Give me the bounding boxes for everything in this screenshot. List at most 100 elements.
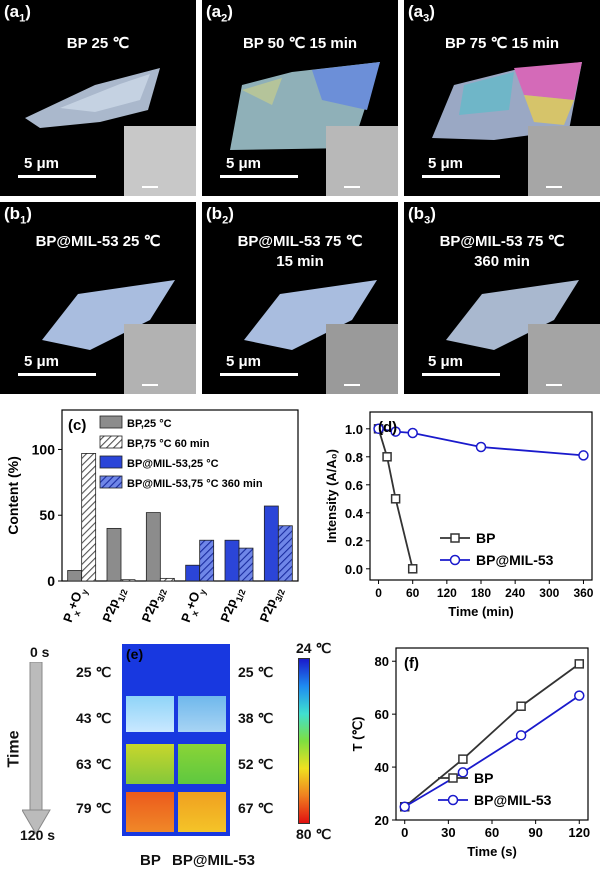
data-point — [574, 659, 585, 669]
category-label: P2p3/2 — [257, 585, 287, 626]
legend-swatch — [99, 475, 123, 489]
legend-swatch — [99, 435, 123, 449]
mil-temp-2: 38 ℃ — [238, 710, 274, 726]
y-tick-label: 60 — [375, 707, 389, 722]
y-axis-label: Intensity (A/A₀) — [324, 449, 339, 543]
series-line — [377, 428, 414, 570]
bar — [106, 527, 122, 582]
x-axis-label: Time (s) — [467, 844, 517, 859]
data-point — [475, 441, 487, 453]
mil-temp-1: 25 ℃ — [238, 664, 274, 680]
y-tick-label: 0 — [47, 573, 55, 589]
data-point — [578, 450, 589, 461]
chart-d: 0 60 120 180 240 300 360 0.0 0.2 0.4 0.6 0.8 1.0 Time… — [324, 411, 594, 619]
panel-b1: (b1) BP@MIL-53 25 ℃ 5 μm — [0, 202, 196, 394]
panel-label: (d) — [378, 419, 397, 436]
scale-label: 5 μm — [428, 155, 464, 172]
panel-e: 0 s Time 120 s (e) 25 ℃ 43 ℃ 63 ℃ 79 ℃ 2… — [0, 640, 340, 879]
scale-bar — [18, 175, 96, 178]
scale-bar — [422, 175, 500, 178]
data-point — [407, 564, 418, 574]
color-scale-bar — [298, 658, 310, 824]
thermal-image — [122, 644, 230, 836]
tem-inset — [124, 324, 196, 394]
scale-bar — [220, 175, 298, 178]
sample-mil-4 — [178, 792, 226, 832]
y-axis-label: T (℃) — [350, 717, 365, 752]
bp-temp-1: 25 ℃ — [76, 664, 112, 680]
x-tick-label: 60 — [406, 586, 420, 600]
legend-label: BP,75 °C 60 min — [127, 438, 210, 450]
bar — [199, 539, 215, 582]
xlabel-mil: BP@MIL-53 — [172, 852, 255, 869]
chart-f: 0 30 60 90 120 20 40 60 80 Time (s) T (℃) (f) BP BP@M… — [350, 647, 590, 859]
xlabel-bp: BP — [140, 852, 161, 869]
data-point — [390, 494, 401, 504]
panel-label: (c) — [68, 417, 86, 434]
bp-temp-4: 79 ℃ — [76, 800, 112, 816]
legend-label: BP@MIL-53,75 °C 360 min — [127, 478, 263, 490]
data-point — [457, 767, 469, 778]
panel-title: BP@MIL-53 75 ℃ — [439, 233, 565, 250]
legend-label: BP@MIL-53 — [474, 792, 552, 808]
inset-scale-bar — [344, 186, 360, 188]
data-point — [574, 690, 585, 701]
x-tick-label: 300 — [539, 586, 559, 600]
flake-image — [25, 68, 160, 128]
legend-swatch — [99, 455, 123, 469]
mil-temp-3: 52 ℃ — [238, 756, 274, 772]
bar — [145, 512, 161, 582]
legend-marker — [448, 773, 458, 783]
tem-inset — [124, 126, 196, 196]
series-line — [404, 663, 580, 808]
y-tick-label: 0.0 — [345, 562, 363, 577]
category-label: P2p1/2 — [217, 585, 247, 626]
inset-scale-bar — [546, 384, 562, 386]
scale-label: 5 μm — [24, 353, 60, 370]
x-tick-label: 360 — [573, 586, 593, 600]
y-tick-label: 0.4 — [345, 506, 364, 521]
data-point — [458, 754, 468, 764]
bp-temp-2: 43 ℃ — [76, 710, 112, 726]
scale-label: 5 μm — [226, 155, 262, 172]
panel-tag: (b3) — [408, 204, 436, 227]
chart-c: 0 50 100 Content (%) Px+Oy P2p1/2 P2p3/2 Px+Oy P… — [5, 409, 299, 626]
y-tick-label: 1.0 — [345, 422, 363, 437]
legend-swatch — [99, 415, 123, 429]
tem-inset — [528, 126, 600, 196]
inset-scale-bar — [546, 186, 562, 188]
y-tick-label: 20 — [375, 813, 389, 828]
bp-temp-3: 63 ℃ — [76, 756, 112, 772]
category-label: P2p3/2 — [139, 585, 169, 626]
time-arrow — [22, 662, 51, 835]
data-point — [399, 801, 410, 813]
x-tick-label: 240 — [505, 586, 525, 600]
panel-title: BP@MIL-53 75 ℃ — [237, 233, 363, 250]
y-tick-label: 0.2 — [345, 534, 363, 549]
category-label: Px+Oy — [178, 585, 208, 626]
panel-title-line2: 360 min — [474, 253, 530, 270]
inset-scale-bar — [344, 384, 360, 386]
inset-scale-bar — [142, 384, 158, 386]
data-point — [516, 701, 526, 711]
bar — [185, 564, 201, 582]
legend-label: BP,25 °C — [127, 418, 172, 430]
flake-image — [446, 280, 579, 350]
panel-b2: (b2) BP@MIL-53 75 ℃ 15 min 5 μm — [202, 202, 398, 394]
legend-marker — [447, 794, 459, 806]
data-point — [373, 423, 384, 435]
sample-bp-4 — [126, 792, 174, 832]
x-axis-label: Time (min) — [448, 604, 514, 619]
scale-top-label: 24 ℃ — [296, 640, 332, 656]
legend-label: BP — [474, 770, 493, 786]
bar — [67, 570, 83, 582]
time-axis-label: Time — [5, 730, 23, 768]
panel-label: (e) — [126, 646, 144, 662]
x-tick-label: 180 — [471, 586, 491, 600]
y-tick-label: 50 — [39, 507, 55, 523]
panel-title: BP 75 ℃ 15 min — [444, 35, 560, 52]
x-tick-label: 90 — [528, 825, 542, 840]
bar — [224, 539, 240, 582]
data-point — [382, 452, 392, 462]
sample-bp-2 — [126, 696, 174, 732]
